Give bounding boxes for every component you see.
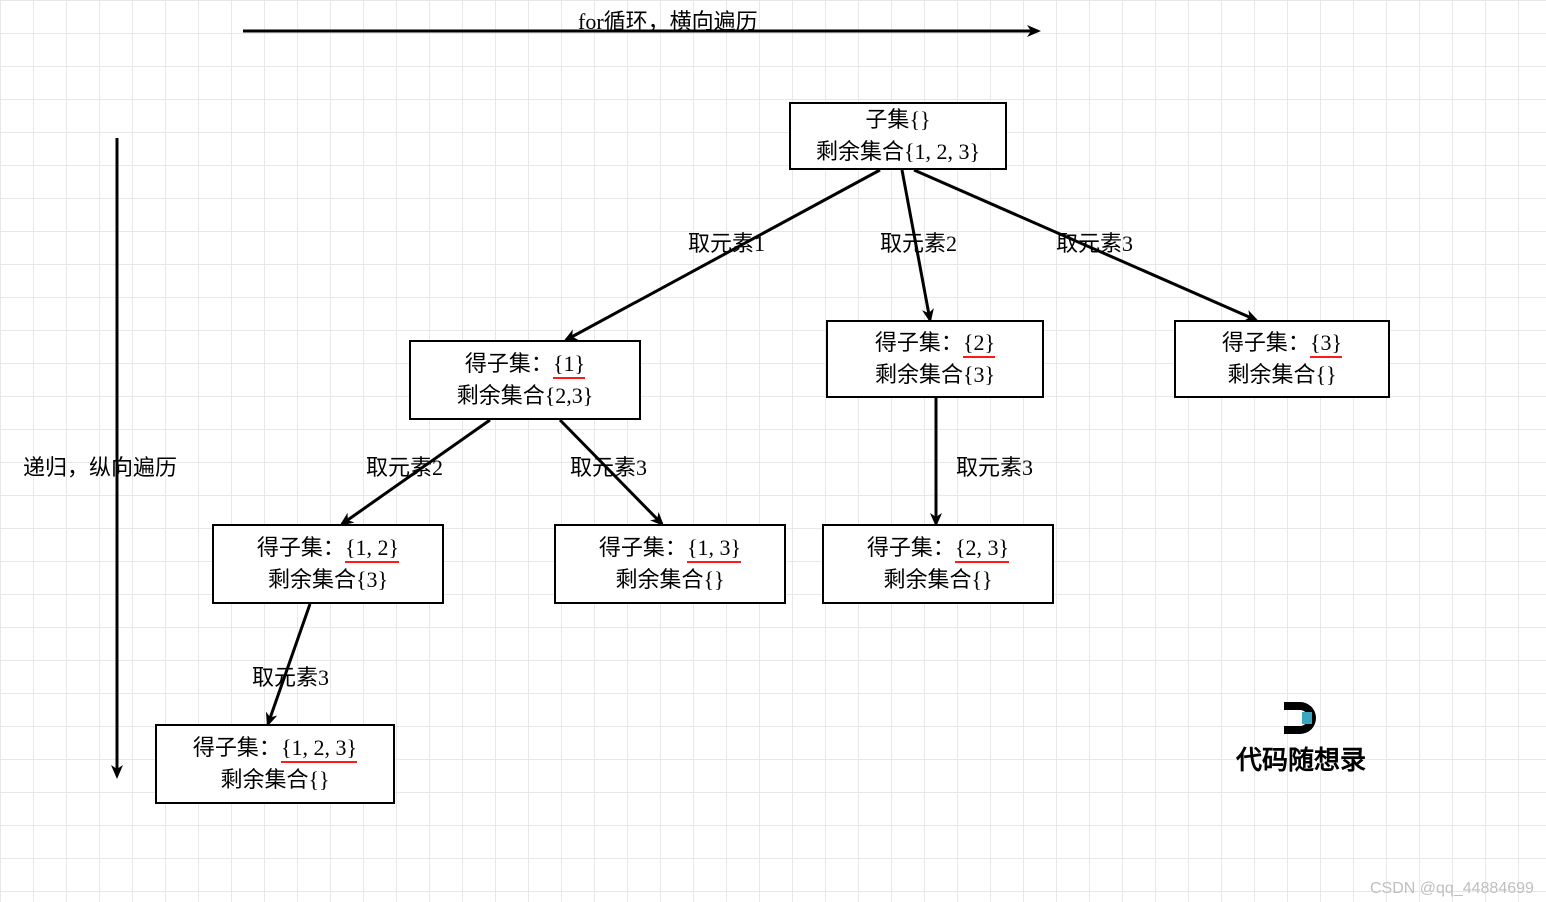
edge-label-root-n2: 取元素2 <box>880 226 957 258</box>
top-arrow-label: for循环，横向遍历 <box>578 4 758 36</box>
node-n3-line1: 得子集：{3} <box>1222 327 1342 359</box>
edge-label-n1-n13: 取元素3 <box>570 450 647 482</box>
node-root-prefix: 子集 <box>865 107 909 132</box>
node-n123-line1: 得子集：{1, 2, 3} <box>193 732 357 764</box>
diagram-canvas: 子集{}剩余集合{1, 2, 3}得子集：{1}剩余集合{2,3}得子集：{2}… <box>0 0 1546 902</box>
node-n12-line2: 剩余集合{3} <box>268 564 388 596</box>
node-n13-prefix: 得子集： <box>599 535 687 560</box>
node-n23-line2: 剩余集合{} <box>883 564 992 596</box>
node-n3-prefix: 得子集： <box>1222 330 1310 355</box>
node-root-line1: 子集{} <box>865 104 930 136</box>
edge-label-root-n1: 取元素1 <box>688 226 765 258</box>
node-n1-line1: 得子集：{1} <box>465 348 585 380</box>
node-n23-line1: 得子集：{2, 3} <box>867 532 1009 564</box>
node-n3-subset: {3} <box>1310 330 1342 358</box>
node-n23-prefix: 得子集： <box>867 535 955 560</box>
node-n1-line2: 剩余集合{2,3} <box>457 380 594 412</box>
node-n13-line2: 剩余集合{} <box>615 564 724 596</box>
left-arrow-label: 递归，纵向遍历 <box>23 450 177 482</box>
node-n23-subset: {2, 3} <box>955 535 1009 563</box>
node-n3-line2: 剩余集合{} <box>1227 359 1336 391</box>
node-n123-subset: {1, 2, 3} <box>281 735 357 763</box>
node-n1-subset: {1} <box>553 351 585 379</box>
node-n3: 得子集：{3}剩余集合{} <box>1174 320 1390 398</box>
edge-label-n1-n12: 取元素2 <box>366 450 443 482</box>
node-n2-prefix: 得子集： <box>875 330 963 355</box>
edge-label-n12-n123: 取元素3 <box>252 660 329 692</box>
node-n13-subset: {1, 3} <box>687 535 741 563</box>
node-n12: 得子集：{1, 2}剩余集合{3} <box>212 524 444 604</box>
node-n12-line1: 得子集：{1, 2} <box>257 532 399 564</box>
watermark-text: 代码随想录 <box>1236 740 1366 777</box>
edge-label-n2-n23: 取元素3 <box>956 450 1033 482</box>
node-n2-subset: {2} <box>963 330 995 358</box>
credit-text: CSDN @qq_44884699 <box>1370 880 1534 898</box>
node-n2-line1: 得子集：{2} <box>875 327 995 359</box>
node-n2: 得子集：{2}剩余集合{3} <box>826 320 1044 398</box>
node-n12-subset: {1, 2} <box>345 535 399 563</box>
node-n123-prefix: 得子集： <box>193 735 281 760</box>
node-n13: 得子集：{1, 3}剩余集合{} <box>554 524 786 604</box>
logo-icon <box>1278 698 1324 738</box>
node-n1-prefix: 得子集： <box>465 351 553 376</box>
node-n1: 得子集：{1}剩余集合{2,3} <box>409 340 641 420</box>
node-n123: 得子集：{1, 2, 3}剩余集合{} <box>155 724 395 804</box>
watermark: 代码随想录 <box>1236 698 1366 777</box>
node-n123-line2: 剩余集合{} <box>220 764 329 796</box>
node-n12-prefix: 得子集： <box>257 535 345 560</box>
edge-label-root-n3: 取元素3 <box>1056 226 1133 258</box>
node-root: 子集{}剩余集合{1, 2, 3} <box>789 102 1007 170</box>
node-n2-line2: 剩余集合{3} <box>875 359 995 391</box>
node-root-line2: 剩余集合{1, 2, 3} <box>816 136 980 168</box>
node-root-subset: {} <box>909 107 930 132</box>
node-n13-line1: 得子集：{1, 3} <box>599 532 741 564</box>
node-n23: 得子集：{2, 3}剩余集合{} <box>822 524 1054 604</box>
